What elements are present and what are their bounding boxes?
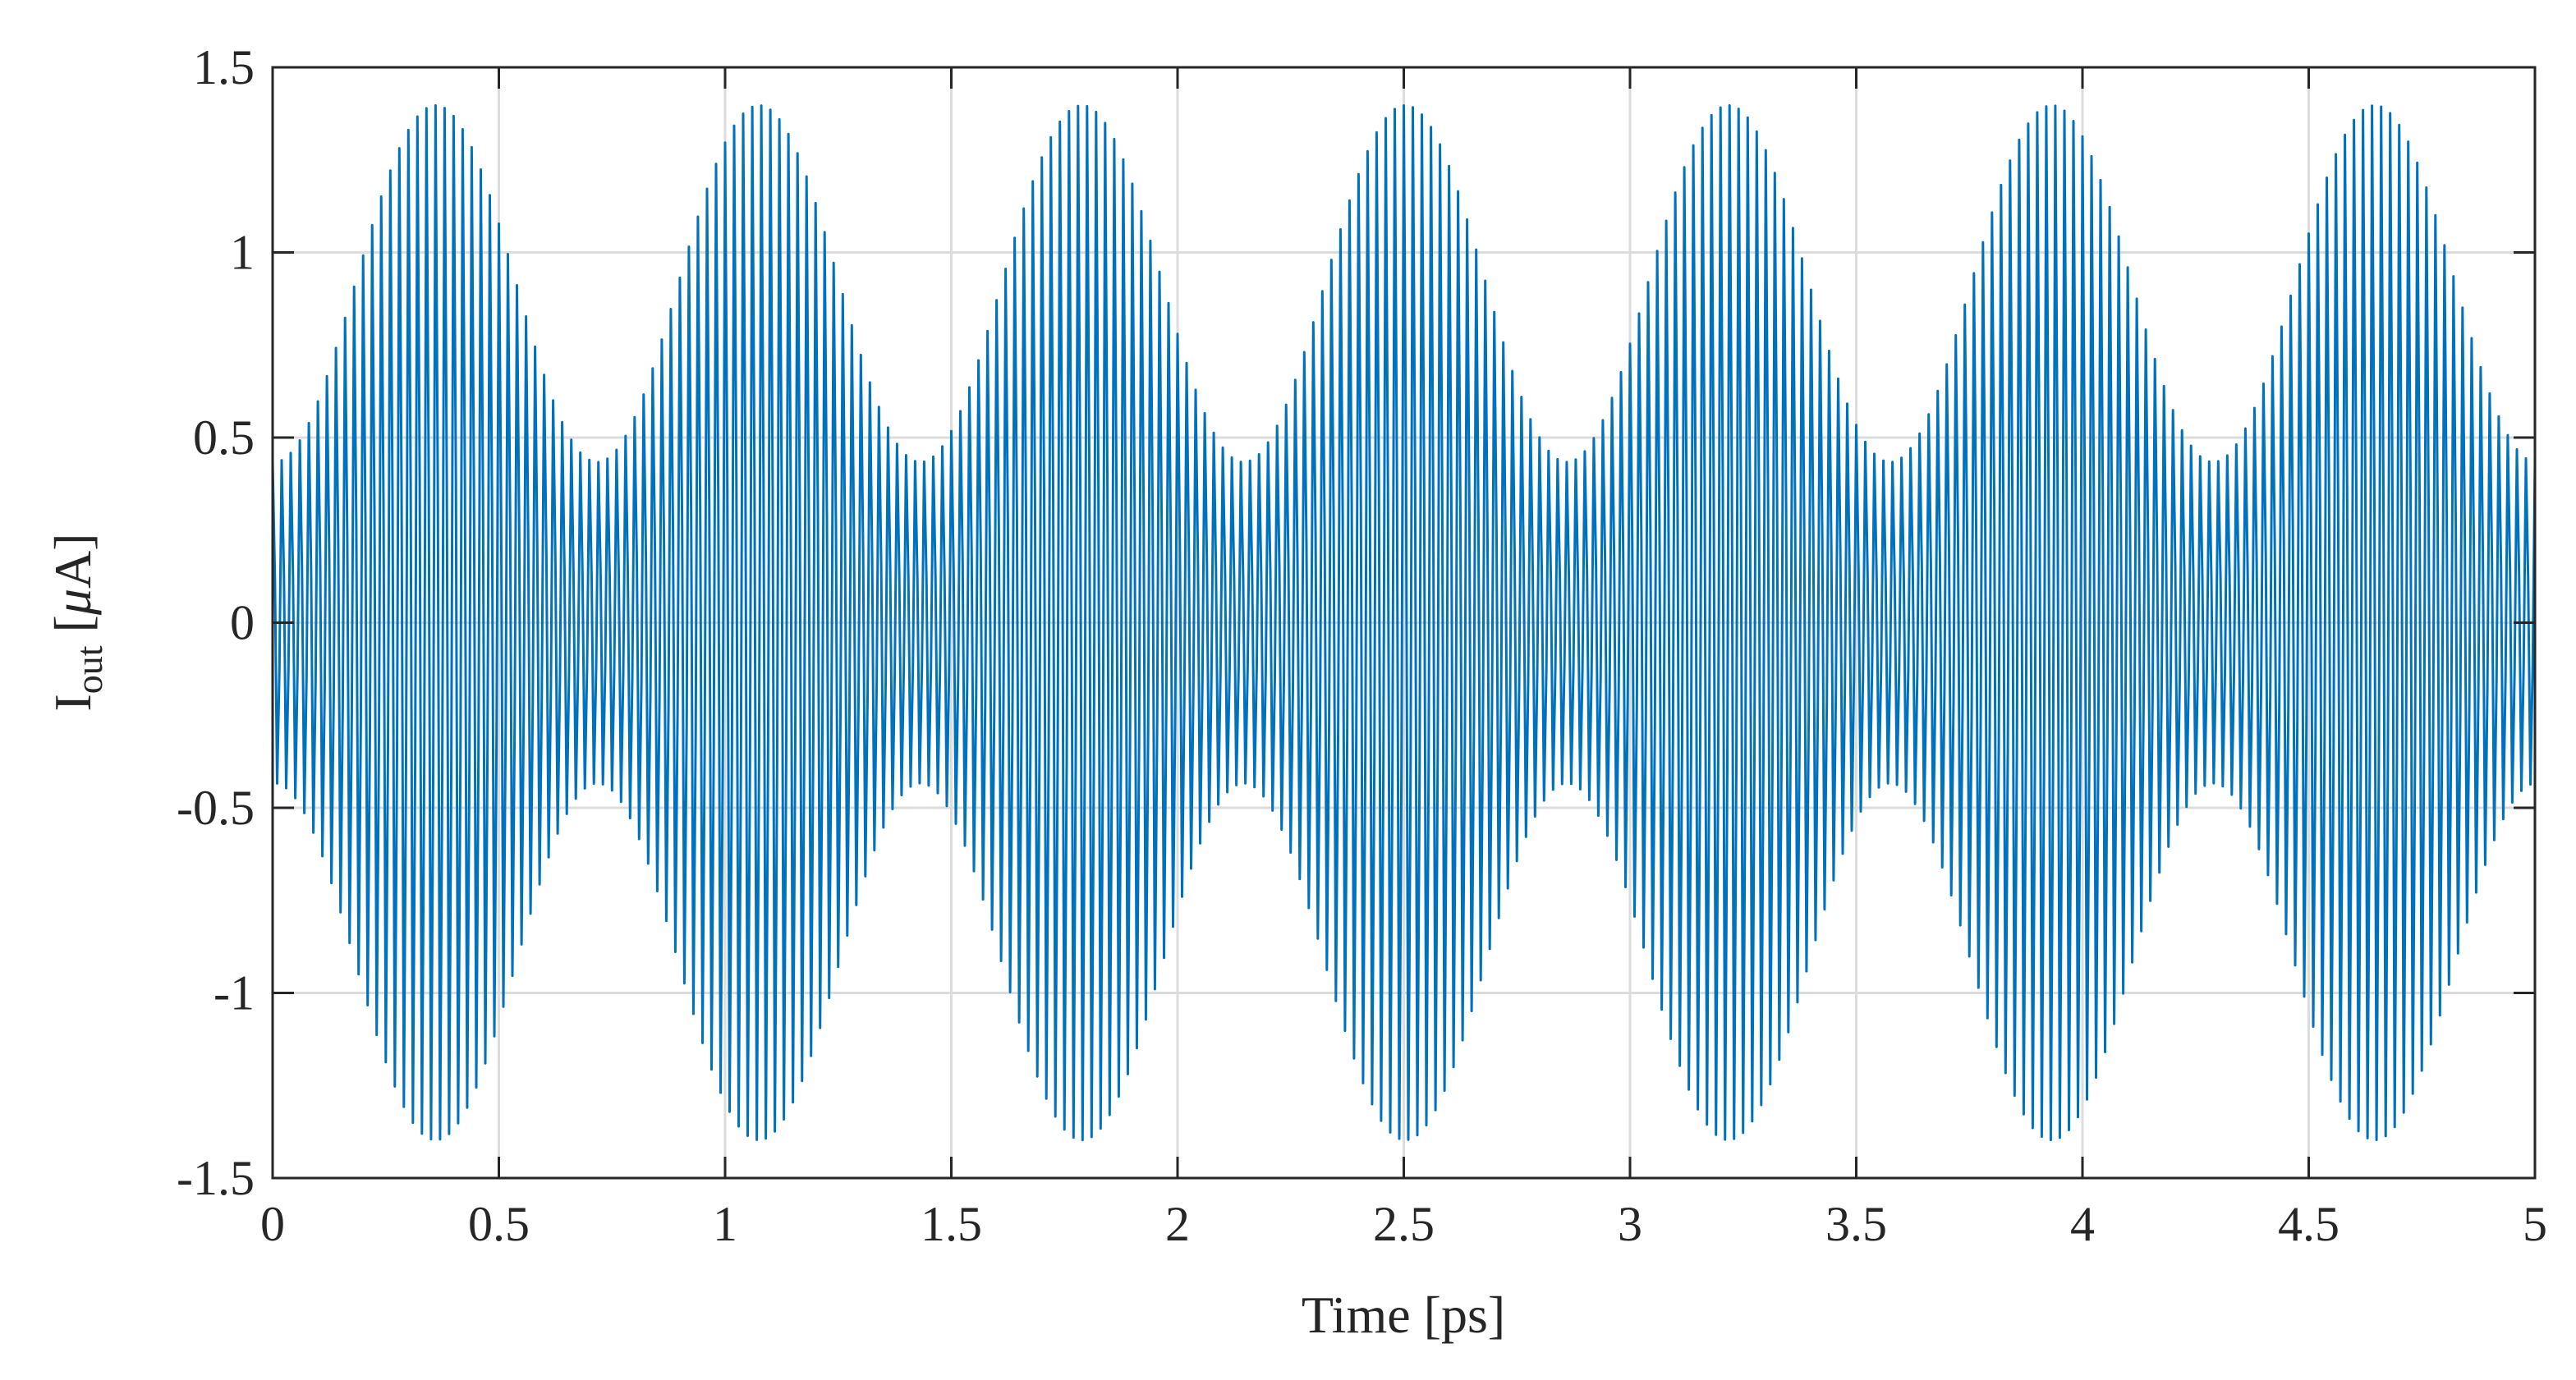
x-tick-label: 5 <box>2523 1197 2547 1251</box>
series-layer <box>271 103 2537 1142</box>
x-tick-label: 1.5 <box>921 1197 982 1251</box>
y-tick-label: 0 <box>230 596 255 650</box>
x-tick-label: 0 <box>260 1197 285 1251</box>
y-axis-label-mu: μ <box>44 589 102 616</box>
series-line-i-out <box>271 103 2537 1142</box>
y-axis-label: Iout [μA] <box>44 533 110 711</box>
y-tick-label: 1.5 <box>193 40 255 94</box>
x-tick-label: 2 <box>1165 1197 1190 1251</box>
y-axis-label-subscript: out <box>68 645 110 694</box>
y-tick-label: -1 <box>214 966 255 1020</box>
y-axis-label-open: [ <box>44 615 102 645</box>
y-tick-labels: -1.5 -1 -0.5 0 0.5 1 1.5 <box>177 40 255 1205</box>
y-axis-label-close: A] <box>44 533 102 589</box>
y-tick-label: 0.5 <box>193 410 255 465</box>
x-tick-labels: 0 0.5 1 1.5 2 2.5 3 3.5 4 4.5 5 <box>260 1197 2547 1251</box>
x-tick-label: 2.5 <box>1373 1197 1435 1251</box>
y-tick-label: -1.5 <box>177 1151 255 1205</box>
x-axis-label: Time [ps] <box>1302 1286 1505 1344</box>
axis-ticks <box>271 66 2537 1180</box>
x-tick-label: 0.5 <box>468 1197 530 1251</box>
y-axis-label-main: I <box>44 694 102 711</box>
x-tick-label: 4.5 <box>2278 1197 2340 1251</box>
x-tick-label: 3 <box>1618 1197 1642 1251</box>
x-tick-label: 4 <box>2070 1197 2095 1251</box>
x-tick-label: 3.5 <box>1825 1197 1887 1251</box>
x-tick-label: 1 <box>713 1197 737 1251</box>
y-tick-label: -0.5 <box>177 781 255 835</box>
y-tick-label: 1 <box>230 226 255 280</box>
